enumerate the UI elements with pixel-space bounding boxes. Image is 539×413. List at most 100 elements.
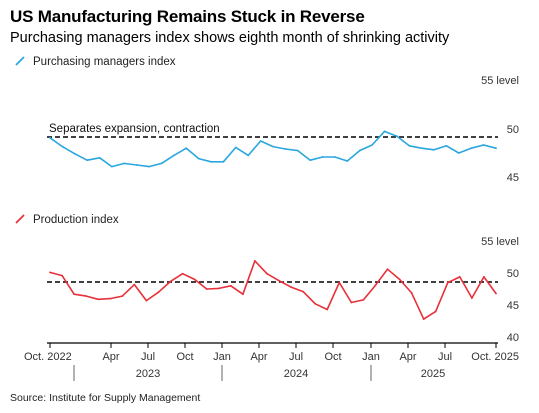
data-point <box>396 135 398 138</box>
data-point <box>314 302 317 305</box>
data-point <box>148 165 151 168</box>
data-point <box>334 156 336 158</box>
x-tick-label: Jul <box>438 351 452 363</box>
data-point <box>326 308 329 311</box>
data-point <box>422 318 425 320</box>
data-point <box>61 145 64 148</box>
data-point <box>111 165 113 168</box>
data-point <box>483 276 485 278</box>
data-point <box>408 144 411 147</box>
x-tick-label: Apr <box>102 351 119 363</box>
production-legend-swatch <box>15 214 25 224</box>
data-point <box>97 298 100 301</box>
data-point <box>49 271 51 274</box>
data-point <box>173 154 175 157</box>
data-point <box>160 162 163 165</box>
data-point <box>86 159 89 162</box>
data-point <box>386 268 389 271</box>
data-point <box>383 130 386 133</box>
data-point <box>229 284 232 287</box>
x-tick-label: Jan <box>362 351 380 363</box>
data-point <box>321 156 324 158</box>
data-point <box>121 295 124 297</box>
data-point <box>73 152 76 155</box>
year-label: 2025 <box>421 368 445 380</box>
data-point <box>284 148 287 150</box>
y-tick-label: 55 level <box>481 236 519 248</box>
data-point <box>135 164 138 166</box>
pmi-legend-swatch <box>15 56 25 66</box>
x-axis: Oct. 2022 Apr Jul Oct Jan Apr Jul Oct Jan Apr Jul O… <box>24 342 519 381</box>
data-point <box>98 156 101 159</box>
data-point <box>73 293 75 296</box>
data-point <box>482 144 485 146</box>
data-point <box>85 295 88 297</box>
data-point <box>410 292 413 294</box>
data-point <box>254 260 256 262</box>
data-point <box>445 144 448 147</box>
data-point <box>358 149 361 152</box>
data-point <box>109 297 112 300</box>
data-point <box>398 278 401 281</box>
x-tick-label: Jul <box>289 351 303 363</box>
data-point <box>362 299 365 301</box>
data-point <box>470 147 473 150</box>
x-tick-label: Apr <box>399 351 416 363</box>
y-tick-label: 45 <box>507 172 519 184</box>
y-tick-label: 55 level <box>481 75 519 87</box>
data-point <box>338 281 341 284</box>
data-point <box>290 286 292 288</box>
data-point <box>247 154 250 157</box>
chart-subtitle: Purchasing managers index shows eighth m… <box>10 30 450 46</box>
data-point <box>433 148 435 151</box>
production-series-line <box>49 260 497 320</box>
data-point <box>446 281 449 284</box>
data-point <box>495 147 497 150</box>
data-point <box>123 162 126 165</box>
data-point <box>210 160 213 163</box>
y-tick-label: 40 <box>507 332 519 344</box>
data-point <box>145 299 148 302</box>
year-label: 2023 <box>136 368 160 380</box>
data-point <box>234 146 237 149</box>
data-point <box>374 284 377 287</box>
x-tick-label: Oct <box>176 351 193 363</box>
pmi-panel: Purchasing managers index 55 level 50 45 Sep… <box>15 56 519 184</box>
data-point <box>296 149 299 152</box>
production-legend-label: Production index <box>33 214 119 226</box>
x-tick-label: Oct. 2022 <box>24 351 72 363</box>
y-tick-label: 50 <box>507 124 519 136</box>
data-point <box>222 160 225 163</box>
data-point <box>457 152 460 154</box>
data-point <box>420 147 423 150</box>
data-point <box>346 160 349 162</box>
reference-line-label: Separates expansion, contraction <box>49 123 220 135</box>
data-point <box>242 293 244 296</box>
data-point <box>197 157 200 160</box>
data-point <box>266 272 268 275</box>
data-point <box>217 287 220 290</box>
data-point <box>278 279 280 282</box>
y-tick-label: 50 <box>507 268 519 280</box>
chart-title: US Manufacturing Remains Stuck in Revers… <box>10 7 365 26</box>
pmi-legend-label: Purchasing managers index <box>33 56 176 68</box>
data-point <box>157 291 160 294</box>
y-tick-label: 45 <box>507 300 519 312</box>
source-note: Source: Institute for Supply Management <box>10 392 201 404</box>
x-tick-label: Jan <box>213 351 231 363</box>
data-point <box>49 136 51 139</box>
data-point <box>259 140 262 142</box>
data-point <box>205 288 208 290</box>
x-tick-label: Jul <box>141 351 155 363</box>
data-point <box>181 272 184 275</box>
data-point <box>133 283 136 286</box>
data-point <box>495 292 497 295</box>
x-tick-label: Apr <box>250 351 267 363</box>
data-point <box>371 144 373 146</box>
data-point <box>302 290 304 293</box>
data-point <box>193 278 196 281</box>
data-point <box>185 147 188 150</box>
data-point <box>434 310 437 313</box>
x-tick-label: Oct. 2025 <box>471 351 519 363</box>
